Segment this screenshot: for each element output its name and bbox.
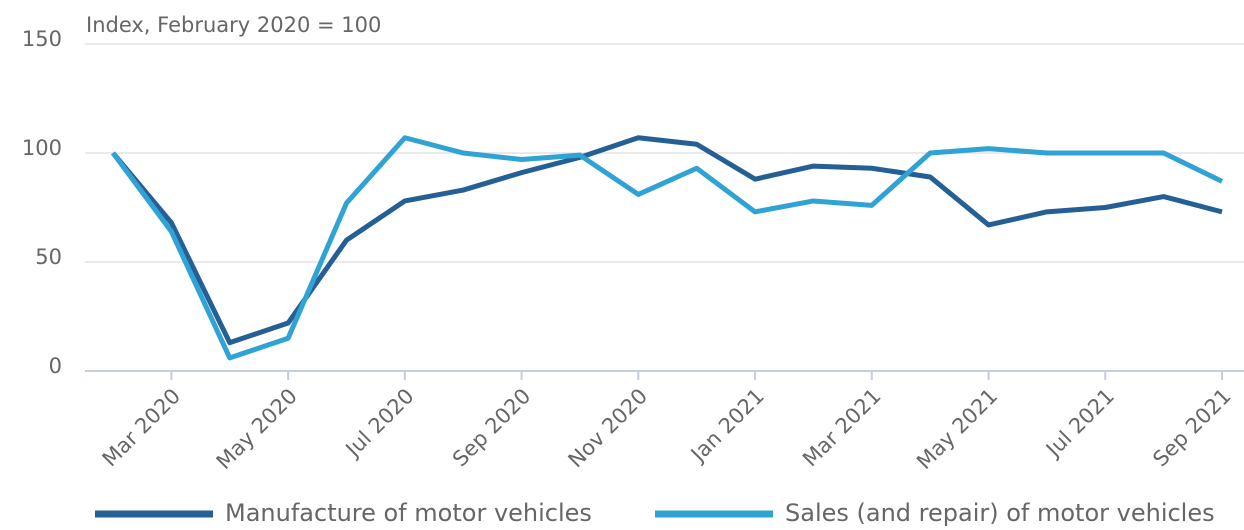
x-tick-label: Mar 2021 xyxy=(798,384,886,472)
y-tick-label: 150 xyxy=(22,27,62,51)
y-tick-label: 100 xyxy=(22,136,62,160)
y-tick-label: 50 xyxy=(35,245,62,269)
x-tick-label: Nov 2020 xyxy=(564,384,652,472)
x-tick-label: Jul 2020 xyxy=(340,384,419,463)
chart-title: Index, February 2020 = 100 xyxy=(86,13,381,37)
x-tick-label: May 2021 xyxy=(912,384,1002,474)
y-tick-label: 0 xyxy=(49,354,62,378)
x-tick-label: Jan 2021 xyxy=(685,384,769,468)
x-tick-label: Mar 2020 xyxy=(98,384,186,472)
x-tick-label: Sep 2020 xyxy=(448,384,535,471)
x-tick-label: Jul 2021 xyxy=(1040,384,1119,463)
legend-label: Manufacture of motor vehicles xyxy=(225,499,592,527)
x-tick-label: May 2020 xyxy=(212,384,302,474)
series-line xyxy=(111,135,1223,346)
series-line xyxy=(110,135,1224,361)
x-tick-label: Sep 2021 xyxy=(1148,384,1235,471)
legend-label: Sales (and repair) of motor vehicles xyxy=(785,499,1215,527)
